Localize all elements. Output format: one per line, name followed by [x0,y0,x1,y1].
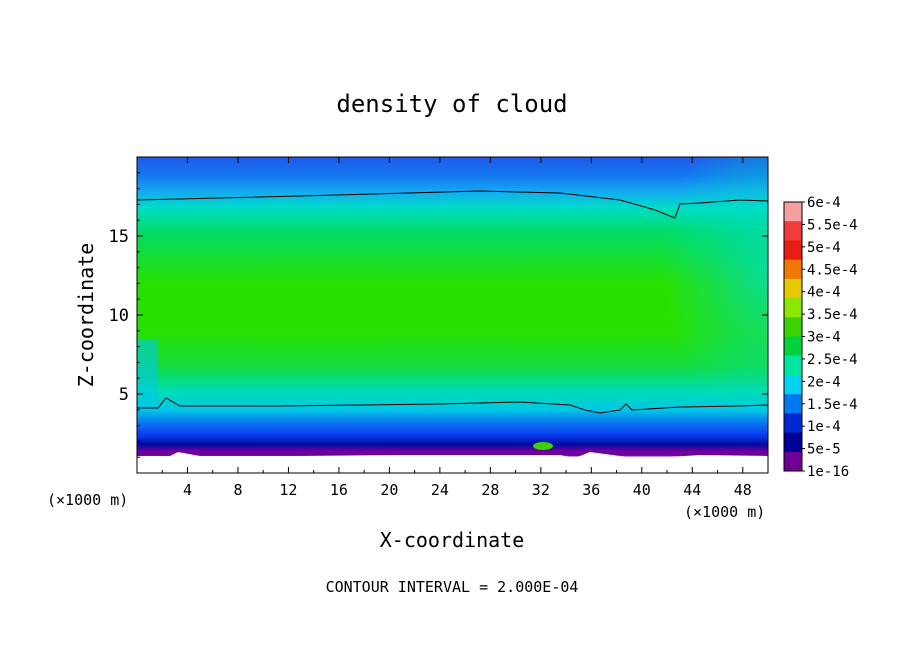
upper-contour-line [137,190,768,219]
x-tick-label: 48 [734,481,752,499]
cluster-mark [533,442,553,450]
y-axis-label: Z-coordinate [74,243,98,388]
x-tick-label: 28 [481,481,499,499]
colorbar-swatch [784,298,802,318]
colorbar-label: 6e-4 [807,195,841,211]
x-tick-label: 36 [582,481,600,499]
colorbar-swatch [784,394,802,414]
colorbar-label: 5e-5 [807,442,841,458]
x-tick-label: 4 [183,481,192,499]
colorbar-swatch [784,259,802,280]
y-tick-label: 5 [119,385,129,405]
colorbar-swatch [784,317,802,337]
colorbar-swatch [784,413,802,434]
field-right-fade [560,157,768,473]
colorbar-swatch [784,451,802,472]
x-tick-label: 12 [279,481,297,499]
x-axis-ticks: 4 8 12 16 20 24 28 32 36 40 44 48 [161,157,752,499]
chart-title: density of cloud [336,90,567,118]
x-unit-label-left: (×1000 m) [47,491,128,509]
y-tick-label: 15 [109,227,129,247]
colorbar-swatch [784,278,802,299]
colorbar-swatch [784,432,802,453]
colorbar-label: 1e-4 [807,419,841,435]
bottom-white-band [137,452,768,473]
colorbar-label: 4.5e-4 [807,262,858,278]
y-tick-label: 10 [109,306,129,326]
colorbar-swatch [784,240,802,261]
x-unit-label-right: (×1000 m) [684,503,765,521]
x-tick-label: 20 [380,481,398,499]
contour-interval-note: CONTOUR INTERVAL = 2.000E-04 [326,578,579,596]
colorbar-swatch [784,202,802,222]
colorbar-label: 5e-4 [807,240,841,256]
colorbar-label: 1e-16 [807,464,849,480]
x-tick-label: 40 [633,481,651,499]
x-tick-label: 44 [683,481,701,499]
colorbar-label: 3.5e-4 [807,307,858,323]
colorbar-swatch [784,221,802,241]
x-tick-label: 24 [431,481,449,499]
x-tick-label: 32 [532,481,550,499]
x-axis-label: X-coordinate [380,528,525,552]
colorbar-label: 2e-4 [807,374,841,390]
colorbar-swatch [784,355,802,376]
y-axis-ticks: 5 10 15 [109,172,768,458]
colorbar-swatch [784,374,802,395]
heatmap-field [137,157,768,473]
colorbar-label: 1.5e-4 [807,397,858,413]
colorbar-swatch [784,336,802,357]
colorbar: 6e-4 5.5e-4 5e-4 4.5e-4 4e-4 3.5e-4 3e-4 2.5e-4… [783,195,858,480]
colorbar-label: 5.5e-4 [807,217,858,233]
colorbar-label: 2.5e-4 [807,352,858,368]
colorbar-label: 4e-4 [807,285,841,301]
colorbar-label: 3e-4 [807,330,841,346]
x-tick-label: 8 [233,481,242,499]
lower-contour-line [137,397,768,414]
field-left-edge [137,340,157,410]
x-tick-label: 16 [330,481,348,499]
